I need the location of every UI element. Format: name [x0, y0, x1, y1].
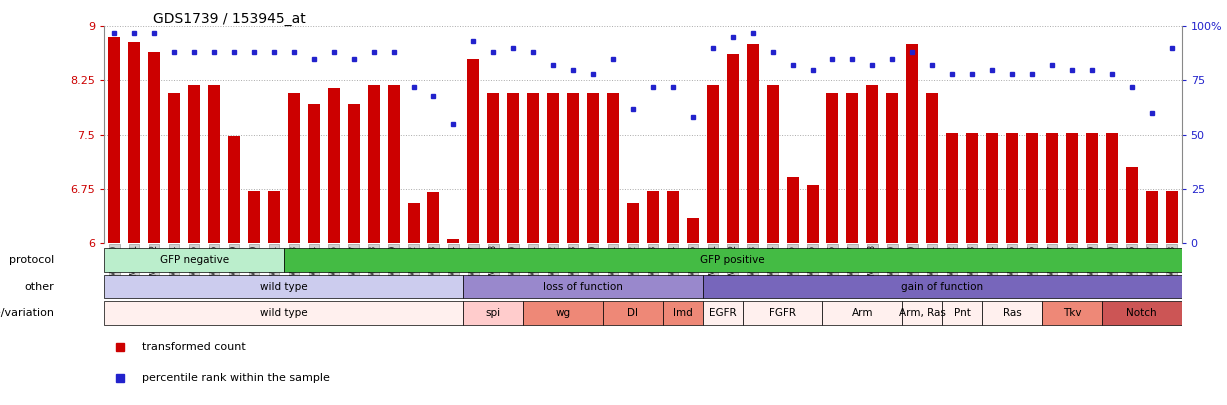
Bar	[647, 191, 659, 243]
Text: wild type: wild type	[260, 308, 308, 318]
Bar	[368, 85, 379, 243]
Text: Dl: Dl	[627, 308, 638, 318]
Text: EGFR: EGFR	[709, 308, 736, 318]
Bar	[267, 191, 280, 243]
Bar	[822, 301, 902, 325]
Bar	[1102, 301, 1182, 325]
Bar	[742, 301, 822, 325]
Text: FGFR: FGFR	[769, 308, 796, 318]
Bar	[827, 93, 838, 243]
Bar	[987, 133, 998, 243]
Bar	[1006, 133, 1018, 243]
Bar	[448, 239, 459, 243]
Bar	[283, 248, 1182, 272]
Bar	[767, 85, 779, 243]
Bar	[886, 93, 898, 243]
Bar	[847, 93, 859, 243]
Bar	[1125, 167, 1137, 243]
Bar	[129, 42, 140, 243]
Text: Tkv: Tkv	[1063, 308, 1081, 318]
Bar	[467, 59, 480, 243]
Text: loss of function: loss of function	[544, 281, 623, 292]
Text: protocol: protocol	[9, 255, 54, 265]
Bar	[942, 301, 982, 325]
Text: Ras: Ras	[1002, 308, 1021, 318]
Bar	[587, 93, 599, 243]
Bar	[168, 93, 180, 243]
Bar	[108, 37, 120, 243]
Bar	[523, 301, 602, 325]
Bar	[507, 93, 519, 243]
Bar	[726, 54, 739, 243]
Bar	[1066, 133, 1077, 243]
Text: gain of function: gain of function	[901, 281, 983, 292]
Bar	[1106, 133, 1118, 243]
Bar	[787, 177, 799, 243]
Bar	[104, 275, 464, 298]
Bar	[148, 51, 161, 243]
Bar	[707, 85, 719, 243]
Bar	[1146, 191, 1157, 243]
Text: spi: spi	[486, 308, 501, 318]
Text: Notch: Notch	[1126, 308, 1157, 318]
Bar	[288, 93, 299, 243]
Bar	[703, 275, 1182, 298]
Bar	[248, 191, 260, 243]
Text: transformed count: transformed count	[142, 342, 245, 352]
Bar	[487, 93, 499, 243]
Bar	[188, 85, 200, 243]
Bar	[663, 301, 703, 325]
Bar	[866, 85, 879, 243]
Bar	[567, 93, 579, 243]
Bar	[747, 45, 758, 243]
Text: genotype/variation: genotype/variation	[0, 308, 54, 318]
Text: GFP positive: GFP positive	[701, 255, 766, 265]
Bar	[687, 218, 699, 243]
Bar	[982, 301, 1042, 325]
Bar	[627, 203, 639, 243]
Bar	[667, 191, 679, 243]
Bar	[407, 203, 420, 243]
Bar	[464, 301, 523, 325]
Bar	[328, 88, 340, 243]
Bar	[1045, 133, 1058, 243]
Text: percentile rank within the sample: percentile rank within the sample	[142, 373, 330, 383]
Bar	[464, 275, 703, 298]
Text: Arm, Ras: Arm, Ras	[899, 308, 946, 318]
Bar	[966, 133, 978, 243]
Bar	[926, 93, 939, 243]
Text: wg: wg	[556, 308, 571, 318]
Bar	[703, 301, 742, 325]
Bar	[347, 104, 360, 243]
Bar	[528, 93, 539, 243]
Bar	[902, 301, 942, 325]
Bar	[388, 85, 400, 243]
Bar	[209, 85, 220, 243]
Bar	[607, 93, 618, 243]
Bar	[946, 133, 958, 243]
Text: wild type: wild type	[260, 281, 308, 292]
Text: other: other	[25, 281, 54, 292]
Bar	[1166, 191, 1178, 243]
Bar	[602, 301, 663, 325]
Text: GFP negative: GFP negative	[160, 255, 228, 265]
Bar	[547, 93, 560, 243]
Bar	[1042, 301, 1102, 325]
Bar	[806, 185, 818, 243]
Bar	[907, 45, 918, 243]
Bar	[104, 301, 464, 325]
Text: GDS1739 / 153945_at: GDS1739 / 153945_at	[153, 12, 306, 26]
Bar	[308, 104, 320, 243]
Bar	[1086, 133, 1098, 243]
Text: lmd: lmd	[672, 308, 693, 318]
Bar	[104, 248, 283, 272]
Bar	[1026, 133, 1038, 243]
Bar	[427, 192, 439, 243]
Text: Pnt: Pnt	[953, 308, 971, 318]
Text: Arm: Arm	[852, 308, 874, 318]
Bar	[228, 136, 240, 243]
